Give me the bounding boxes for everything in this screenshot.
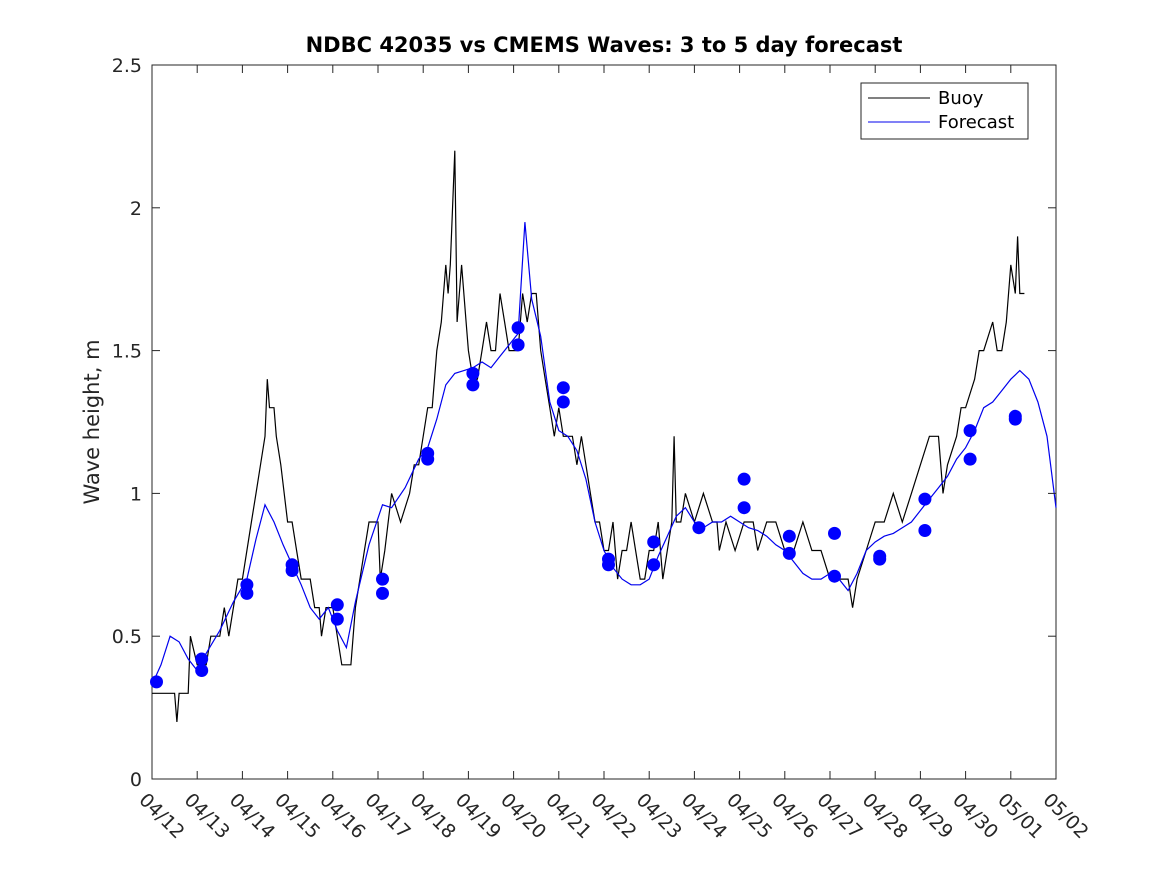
forecast-marker [737, 472, 751, 486]
forecast-marker [1008, 409, 1022, 423]
forecast-marker [782, 546, 796, 560]
series-line-forecast [151, 222, 1057, 686]
legend: Buoy Forecast [860, 82, 1029, 140]
forecast-marker [602, 552, 615, 566]
forecast-marker [376, 586, 389, 600]
forecast-marker [466, 378, 480, 392]
forecast-marker [330, 598, 344, 612]
forecast-marker [421, 446, 435, 460]
forecast-marker [466, 366, 480, 380]
x-tick-label: 04/16 [315, 789, 369, 843]
x-tick-label: 04/25 [722, 789, 776, 843]
x-tick-label: 04/29 [903, 789, 957, 843]
legend-label-forecast: Forecast [938, 112, 1014, 133]
x-tick-label: 04/20 [496, 789, 550, 843]
plot-frame [151, 64, 1057, 780]
forecast-marker [556, 395, 570, 409]
x-tick-label: 04/13 [180, 789, 234, 843]
x-tick-label: 04/21 [541, 789, 595, 843]
forecast-marker [828, 526, 841, 540]
chart-title: NDBC 42035 vs CMEMS Waves: 3 to 5 day fo… [306, 33, 903, 57]
forecast-marker [963, 452, 977, 466]
series-group [151, 150, 1057, 722]
forecast-marker [556, 381, 570, 395]
y-tick-label: 0 [130, 769, 142, 791]
forecast-marker [511, 321, 525, 335]
x-tick-label: 04/17 [360, 789, 414, 843]
forecast-marker [737, 501, 751, 515]
forecast-marker [873, 549, 887, 563]
y-tick-label: 0.5 [112, 626, 142, 648]
x-tick-label: 04/30 [948, 789, 1002, 843]
marker-group [150, 321, 1022, 689]
forecast-marker [647, 558, 661, 572]
x-tick-label: 04/27 [812, 789, 866, 843]
y-tick-label: 1 [130, 483, 142, 505]
forecast-marker [963, 424, 977, 438]
forecast-marker [285, 558, 299, 572]
x-tick-label: 04/22 [586, 789, 640, 843]
forecast-marker [376, 572, 389, 586]
y-tick-label: 2.5 [112, 55, 142, 77]
forecast-marker [240, 578, 254, 592]
x-tick-label: 04/28 [858, 789, 912, 843]
x-tick-label: 04/24 [677, 789, 731, 843]
x-tick-label: 04/18 [406, 789, 460, 843]
forecast-marker [330, 612, 344, 626]
x-tick-label: 05/02 [1038, 789, 1092, 843]
forecast-marker [195, 664, 209, 677]
y-axis-label: Wave height, m [80, 339, 104, 504]
forecast-marker [692, 521, 706, 535]
forecast-marker [195, 652, 209, 666]
legend-box [860, 82, 1029, 140]
forecast-marker [150, 675, 163, 689]
x-tick-label: 04/12 [134, 789, 188, 843]
forecast-marker [647, 535, 661, 549]
x-tick-label: 04/15 [270, 789, 324, 843]
plot-area [151, 64, 1057, 780]
forecast-marker [782, 529, 796, 543]
forecast-marker [828, 569, 841, 583]
forecast-marker [511, 338, 525, 352]
y-tick-label: 1.5 [112, 341, 142, 363]
x-tick-label: 05/01 [993, 789, 1047, 843]
series-line-buoy [152, 150, 1025, 722]
x-tick-label: 04/19 [451, 789, 505, 843]
x-tick-label: 04/14 [225, 789, 279, 843]
y-tick-label: 2 [130, 198, 142, 220]
legend-label-buoy: Buoy [938, 88, 984, 109]
x-tick-label: 04/23 [632, 789, 686, 843]
x-tick-label: 04/26 [767, 789, 821, 843]
forecast-marker [918, 524, 932, 537]
forecast-marker [918, 492, 932, 506]
